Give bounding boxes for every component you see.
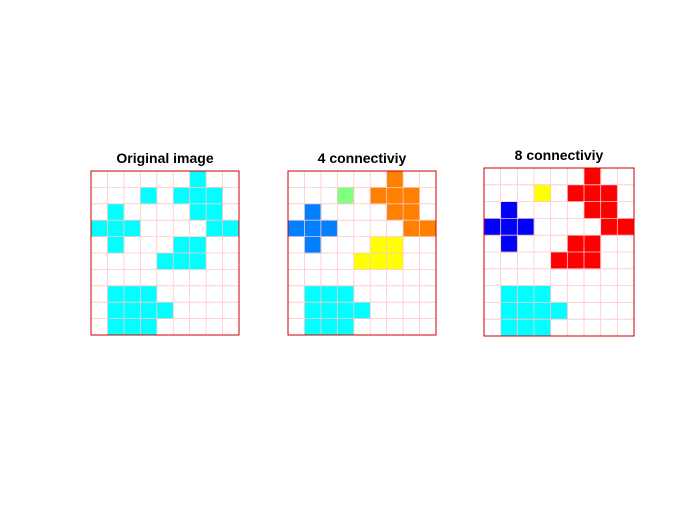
pixel-cell (550, 252, 568, 270)
pixel-cell (337, 285, 355, 303)
pixel-cell (304, 302, 322, 319)
pixel-cell (173, 236, 191, 254)
pixel-cell (189, 171, 207, 188)
pixel-cell (386, 187, 404, 205)
pixel-cell (107, 285, 125, 303)
pixel-cell (107, 203, 125, 221)
pixel-cell (123, 285, 141, 303)
pixel-cell (140, 318, 158, 336)
pixel-cell (320, 220, 338, 237)
pixel-cell (222, 220, 240, 237)
pixel-cell (320, 285, 338, 303)
pixel-cell (386, 236, 404, 254)
pixel-cell (189, 236, 207, 254)
pixel-cell (500, 235, 518, 253)
pixel-cell (403, 187, 420, 205)
pixel-cell (353, 253, 371, 270)
axes-frame (483, 167, 635, 337)
pixel-cell (567, 252, 585, 270)
pixel-cell (517, 319, 535, 337)
panel-title: 8 connectiviy (515, 147, 604, 163)
pixel-cell (584, 168, 602, 186)
pixel-cell (206, 187, 223, 205)
pixel-cell (140, 285, 158, 303)
pixel-cell (206, 220, 223, 237)
pixel-cell (584, 184, 602, 202)
panel-title: Original image (116, 150, 213, 166)
pixel-cell (288, 220, 305, 237)
panel-8-connectivity: 8 connectiviy (483, 147, 635, 337)
pixel-cell (304, 220, 322, 237)
pixel-cell (304, 285, 322, 303)
pixel-cell (304, 203, 322, 221)
pixel-cell (173, 187, 191, 205)
pixel-cell (156, 253, 174, 270)
pixel-cell (107, 220, 125, 237)
pixel-cell (386, 171, 404, 188)
pixel-cell (189, 203, 207, 221)
pixel-cell (304, 318, 322, 336)
pixel-cell (500, 285, 518, 303)
pixel-cell (91, 220, 108, 237)
pixel-cell (189, 253, 207, 270)
pixel-cell (500, 302, 518, 320)
pixel-cell (517, 302, 535, 320)
pixel-cell (107, 318, 125, 336)
pixel-cell (386, 253, 404, 270)
axes-frame (90, 170, 240, 336)
pixel-cell (584, 252, 602, 270)
pixel-cell (386, 203, 404, 221)
pixel-cell (123, 302, 141, 319)
panel-4-connectivity: 4 connectiviy (287, 150, 437, 336)
pixel-cell (517, 218, 535, 236)
pixel-cell (107, 302, 125, 319)
pixel-cell (140, 302, 158, 319)
pixel-cell (320, 318, 338, 336)
pixel-cell (320, 302, 338, 319)
pixel-cell (567, 235, 585, 253)
pixel-cell (500, 218, 518, 236)
pixel-cell (567, 184, 585, 202)
pixel-cell (107, 236, 125, 254)
pixel-cell (173, 253, 191, 270)
pixel-cell (600, 218, 618, 236)
pixel-cell (370, 253, 388, 270)
pixel-cell (500, 201, 518, 219)
pixel-cell (600, 184, 618, 202)
pixel-cell (353, 302, 371, 319)
pixel-cell (584, 235, 602, 253)
pixel-cell (484, 218, 502, 236)
pixel-cell (123, 318, 141, 336)
pixel-cell (403, 203, 420, 221)
pixel-cell (617, 218, 635, 236)
pixel-cell (337, 187, 355, 205)
pixel-cell (304, 236, 322, 254)
pixel-cell (419, 220, 437, 237)
pixel-cell (534, 184, 552, 202)
panel-title: 4 connectiviy (318, 150, 407, 166)
pixel-cell (534, 319, 552, 337)
pixel-cell (337, 302, 355, 319)
pixel-cell (206, 203, 223, 221)
pixel-cell (370, 236, 388, 254)
pixel-cell (600, 201, 618, 219)
panel-original-image: Original image (90, 150, 240, 336)
pixel-cell (189, 187, 207, 205)
pixel-cell (517, 285, 535, 303)
pixel-cell (403, 220, 420, 237)
pixel-cell (156, 302, 174, 319)
pixel-cell (584, 201, 602, 219)
pixel-cell (534, 285, 552, 303)
pixel-cell (140, 187, 158, 205)
axes-frame (287, 170, 437, 336)
pixel-cell (550, 302, 568, 320)
pixel-cell (370, 187, 388, 205)
pixel-cell (500, 319, 518, 337)
pixel-cell (337, 318, 355, 336)
pixel-cell (123, 220, 141, 237)
pixel-cell (534, 302, 552, 320)
